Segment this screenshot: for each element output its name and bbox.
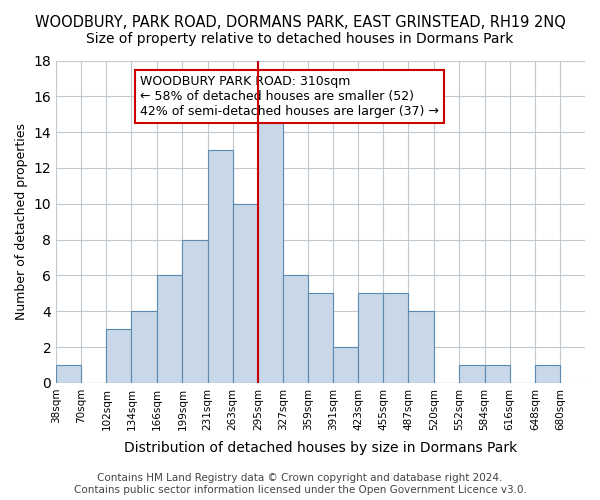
Bar xyxy=(182,240,208,383)
Bar xyxy=(157,276,182,383)
Bar xyxy=(208,150,233,383)
Y-axis label: Number of detached properties: Number of detached properties xyxy=(15,123,28,320)
Bar xyxy=(283,276,308,383)
Bar xyxy=(106,329,131,383)
Bar xyxy=(535,365,560,383)
Bar xyxy=(258,114,283,383)
Bar xyxy=(308,294,333,383)
Bar xyxy=(383,294,409,383)
Bar xyxy=(333,347,358,383)
Bar xyxy=(358,294,383,383)
Text: WOODBURY, PARK ROAD, DORMANS PARK, EAST GRINSTEAD, RH19 2NQ: WOODBURY, PARK ROAD, DORMANS PARK, EAST … xyxy=(35,15,565,30)
Bar xyxy=(409,312,434,383)
Text: Contains HM Land Registry data © Crown copyright and database right 2024.
Contai: Contains HM Land Registry data © Crown c… xyxy=(74,474,526,495)
Bar xyxy=(56,365,81,383)
Text: WOODBURY PARK ROAD: 310sqm
← 58% of detached houses are smaller (52)
42% of semi: WOODBURY PARK ROAD: 310sqm ← 58% of deta… xyxy=(140,75,439,118)
Bar xyxy=(460,365,485,383)
Bar xyxy=(131,312,157,383)
Bar xyxy=(485,365,509,383)
X-axis label: Distribution of detached houses by size in Dormans Park: Distribution of detached houses by size … xyxy=(124,441,517,455)
Bar xyxy=(233,204,258,383)
Text: Size of property relative to detached houses in Dormans Park: Size of property relative to detached ho… xyxy=(86,32,514,46)
